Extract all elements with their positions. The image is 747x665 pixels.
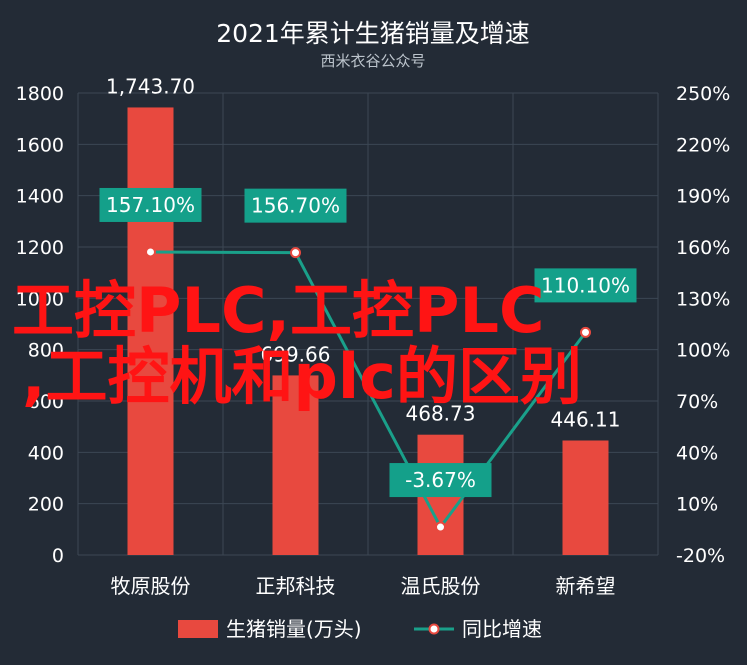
x-tick-label: 温氏股份 bbox=[401, 574, 481, 598]
watermark-line-2: ,工控机和plc的区别 bbox=[22, 340, 582, 413]
y-right-tick-label: 190% bbox=[676, 186, 730, 208]
data-labels: 1,743.70 699.66 468.73 446.11 157.10% 156.70%… bbox=[99, 74, 637, 498]
line-label-box bbox=[389, 463, 492, 498]
y-right-tick-label: 40% bbox=[676, 442, 718, 464]
bar-value-label: 699.66 bbox=[261, 342, 331, 366]
y-left-tick-label: 1600 bbox=[16, 134, 64, 156]
legend: 生猪销量(万头) 同比增速 bbox=[178, 617, 542, 641]
legend-bar-swatch bbox=[178, 620, 218, 638]
line-label-box bbox=[99, 187, 202, 222]
line-value-label: 157.10% bbox=[106, 193, 195, 217]
line-value-label: 156.70% bbox=[251, 194, 340, 218]
y-right-tick-label: 10% bbox=[676, 494, 718, 516]
legend-bar-label: 生猪销量(万头) bbox=[226, 617, 362, 641]
line-point bbox=[145, 246, 156, 258]
line-point bbox=[435, 521, 446, 533]
bar-value-label: 1,743.70 bbox=[106, 74, 195, 98]
watermark: 工控PLC,工控PLC ,工控机和plc的区别 bbox=[12, 274, 582, 413]
x-tick-label: 牧原股份 bbox=[111, 574, 191, 598]
axes: 0 200 400 600 800 1000 1200 1400 1600 1800 -20% 10%… bbox=[16, 83, 731, 598]
y-right-tick-label: -20% bbox=[676, 545, 725, 567]
bar bbox=[127, 107, 174, 556]
y-right-tick-label: 130% bbox=[676, 288, 730, 310]
y-right-tick-label: 250% bbox=[676, 83, 730, 105]
y-left-tick-label: 800 bbox=[28, 340, 64, 362]
y-right-tick-label: 220% bbox=[676, 134, 730, 156]
y-left-tick-label: 0 bbox=[52, 545, 64, 567]
y-left-tick-label: 200 bbox=[28, 494, 64, 516]
legend-line-label: 同比增速 bbox=[462, 617, 542, 641]
line-label-box bbox=[244, 188, 347, 223]
x-tick-label: 正邦科技 bbox=[256, 574, 336, 598]
y-left-tick-label: 1400 bbox=[16, 186, 64, 208]
bar bbox=[562, 440, 609, 555]
y-left-tick-label: 1800 bbox=[16, 83, 64, 105]
bar-value-label: 446.11 bbox=[551, 407, 621, 431]
chart-subtitle: 西米衣谷公众号 bbox=[320, 52, 425, 70]
line-value-label: -3.67% bbox=[405, 468, 476, 492]
line-value-label: 110.10% bbox=[541, 273, 630, 297]
y-left-tick-label: 1000 bbox=[16, 288, 64, 310]
y-right-tick-label: 160% bbox=[676, 237, 730, 259]
line-point bbox=[290, 247, 301, 259]
line-series bbox=[145, 246, 591, 533]
x-tick-label: 新希望 bbox=[556, 574, 616, 598]
bar bbox=[272, 375, 319, 555]
watermark-line-1: 工控PLC,工控PLC bbox=[12, 274, 544, 347]
bar-value-label: 468.73 bbox=[406, 402, 476, 426]
legend-line-marker bbox=[428, 623, 440, 635]
growth-line bbox=[150, 250, 587, 530]
y-left-tick-label: 400 bbox=[28, 442, 64, 464]
chart-title: 2021年累计生猪销量及增速 bbox=[216, 19, 530, 48]
line-point bbox=[580, 326, 591, 338]
line-label-box bbox=[534, 268, 637, 303]
y-left-tick-label: 1200 bbox=[16, 237, 64, 259]
y-right-tick-label: 70% bbox=[676, 391, 718, 413]
y-right-tick-label: 100% bbox=[676, 340, 730, 362]
y-left-tick-label: 600 bbox=[28, 391, 64, 413]
